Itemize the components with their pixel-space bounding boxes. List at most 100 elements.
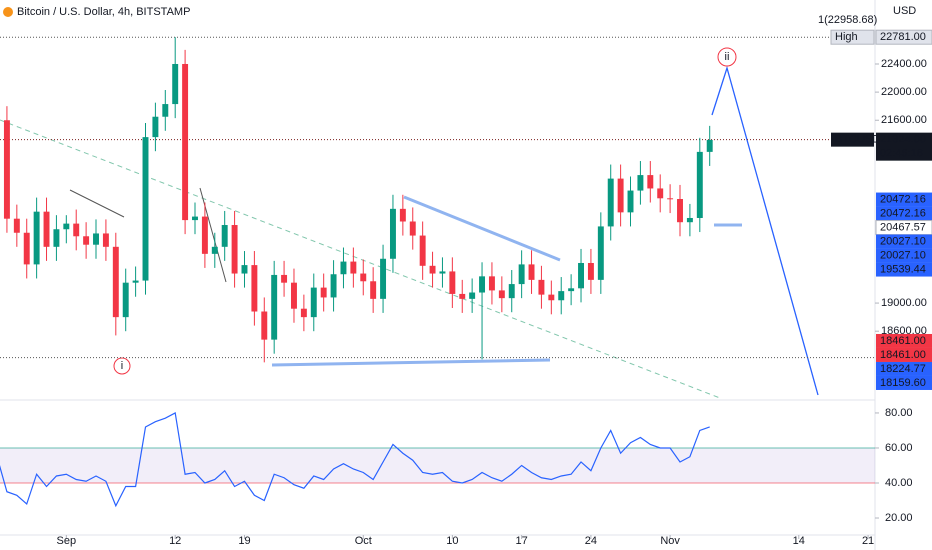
x-tick-label: Oct xyxy=(355,535,372,547)
candle-body xyxy=(389,208,396,259)
price-badge xyxy=(876,375,932,390)
candle-body xyxy=(647,175,654,189)
price-tag-label: High xyxy=(835,31,858,43)
candle-body xyxy=(231,225,238,274)
channel-line xyxy=(199,187,227,283)
candle-body xyxy=(340,261,347,275)
candle-body xyxy=(330,274,337,298)
price-badge-label: 21324.00 xyxy=(880,134,926,146)
candle-body xyxy=(211,246,218,254)
candle-body xyxy=(93,233,99,245)
candle-body xyxy=(201,216,208,254)
price-badge xyxy=(876,347,932,362)
wave-marker xyxy=(113,357,131,375)
price-badge-sub: 02:46:16 xyxy=(880,148,923,160)
price-tag xyxy=(830,29,875,45)
candle-body xyxy=(597,226,604,280)
top-note: 1(22958.68) xyxy=(818,14,877,26)
candle-body xyxy=(142,137,149,281)
price-badge-label: 20472.16 xyxy=(880,193,926,205)
price-tag-label: BTCUSD xyxy=(835,134,880,146)
candle-body xyxy=(469,292,476,299)
candle-body xyxy=(310,287,317,318)
price-badge-label: 20472.16 xyxy=(880,207,926,219)
candle-body xyxy=(43,211,50,247)
candle-body xyxy=(122,282,129,318)
candle-body xyxy=(627,190,634,213)
price-badge-label: 19539.44 xyxy=(880,263,926,275)
candle-body xyxy=(182,63,189,221)
candle-body xyxy=(291,282,297,309)
candle-body xyxy=(162,104,169,117)
candle-body xyxy=(479,276,486,293)
candle-body xyxy=(637,175,644,191)
candle-body xyxy=(587,262,594,280)
candle-body xyxy=(63,223,70,230)
candle-body xyxy=(429,265,436,274)
candle-body xyxy=(370,281,377,299)
candle-body xyxy=(419,235,426,266)
price-badge xyxy=(876,248,932,263)
price-badge xyxy=(875,29,932,45)
price-badge-label: 20027.10 xyxy=(880,249,926,261)
y-tick-label: 22000.00 xyxy=(881,86,927,98)
candle-body xyxy=(706,139,713,152)
x-tick-label: Sep xyxy=(57,535,77,547)
x-tick-label: 19 xyxy=(238,535,250,547)
price-badge xyxy=(876,262,932,277)
rsi-tick-label: 40.00 xyxy=(885,477,913,489)
price-badge xyxy=(876,206,932,221)
x-tick-label: 12 xyxy=(169,535,181,547)
symbol-logo xyxy=(3,7,13,17)
y-tick-label: 21600.00 xyxy=(881,114,927,126)
channel-line xyxy=(69,189,125,218)
x-tick-label: 24 xyxy=(585,535,597,547)
trend-line xyxy=(0,119,721,399)
support-line xyxy=(271,358,551,367)
y-tick-label: 22400.00 xyxy=(881,58,927,70)
rsi-band xyxy=(0,447,875,483)
candle-body xyxy=(241,265,248,274)
candle-body xyxy=(409,221,416,236)
candle-body xyxy=(192,216,198,221)
x-tick-label: 10 xyxy=(446,535,458,547)
wave-marker xyxy=(717,47,737,67)
candle-body xyxy=(607,178,614,227)
x-tick-label: 17 xyxy=(516,535,528,547)
rsi-tick-label: 20.00 xyxy=(885,512,913,524)
x-tick-label: Nov xyxy=(660,535,680,547)
candle-body xyxy=(112,246,119,318)
candle-body xyxy=(152,116,159,138)
candle-body xyxy=(380,258,387,299)
candle-body xyxy=(172,63,179,105)
candle-body xyxy=(558,291,565,301)
candle-body xyxy=(23,232,30,265)
candle-body xyxy=(251,265,258,312)
candle-body xyxy=(271,274,278,340)
candle-body xyxy=(221,225,228,247)
price-badge-label: 18461.00 xyxy=(880,335,926,347)
candle-body xyxy=(578,262,584,289)
candle-body xyxy=(132,280,139,283)
candle-body xyxy=(488,276,495,291)
candle-body xyxy=(13,218,20,233)
price-badge-label: 20027.10 xyxy=(880,235,926,247)
candle-body xyxy=(498,290,505,299)
rsi-tick-label: 80.00 xyxy=(885,407,913,419)
wave-label: ii xyxy=(725,51,730,63)
candle-body xyxy=(677,199,683,223)
projection xyxy=(711,65,819,396)
price-badge xyxy=(876,361,932,376)
candle-body xyxy=(548,294,555,301)
price-tag xyxy=(831,132,874,147)
y-tick-label: 19000.00 xyxy=(881,297,927,309)
price-badge xyxy=(876,132,932,161)
candle-body xyxy=(83,236,90,245)
candle-body xyxy=(657,188,664,199)
rsi-line xyxy=(0,412,710,508)
candle-body xyxy=(696,151,703,218)
candle-body xyxy=(439,271,446,274)
candle-body xyxy=(528,264,535,280)
